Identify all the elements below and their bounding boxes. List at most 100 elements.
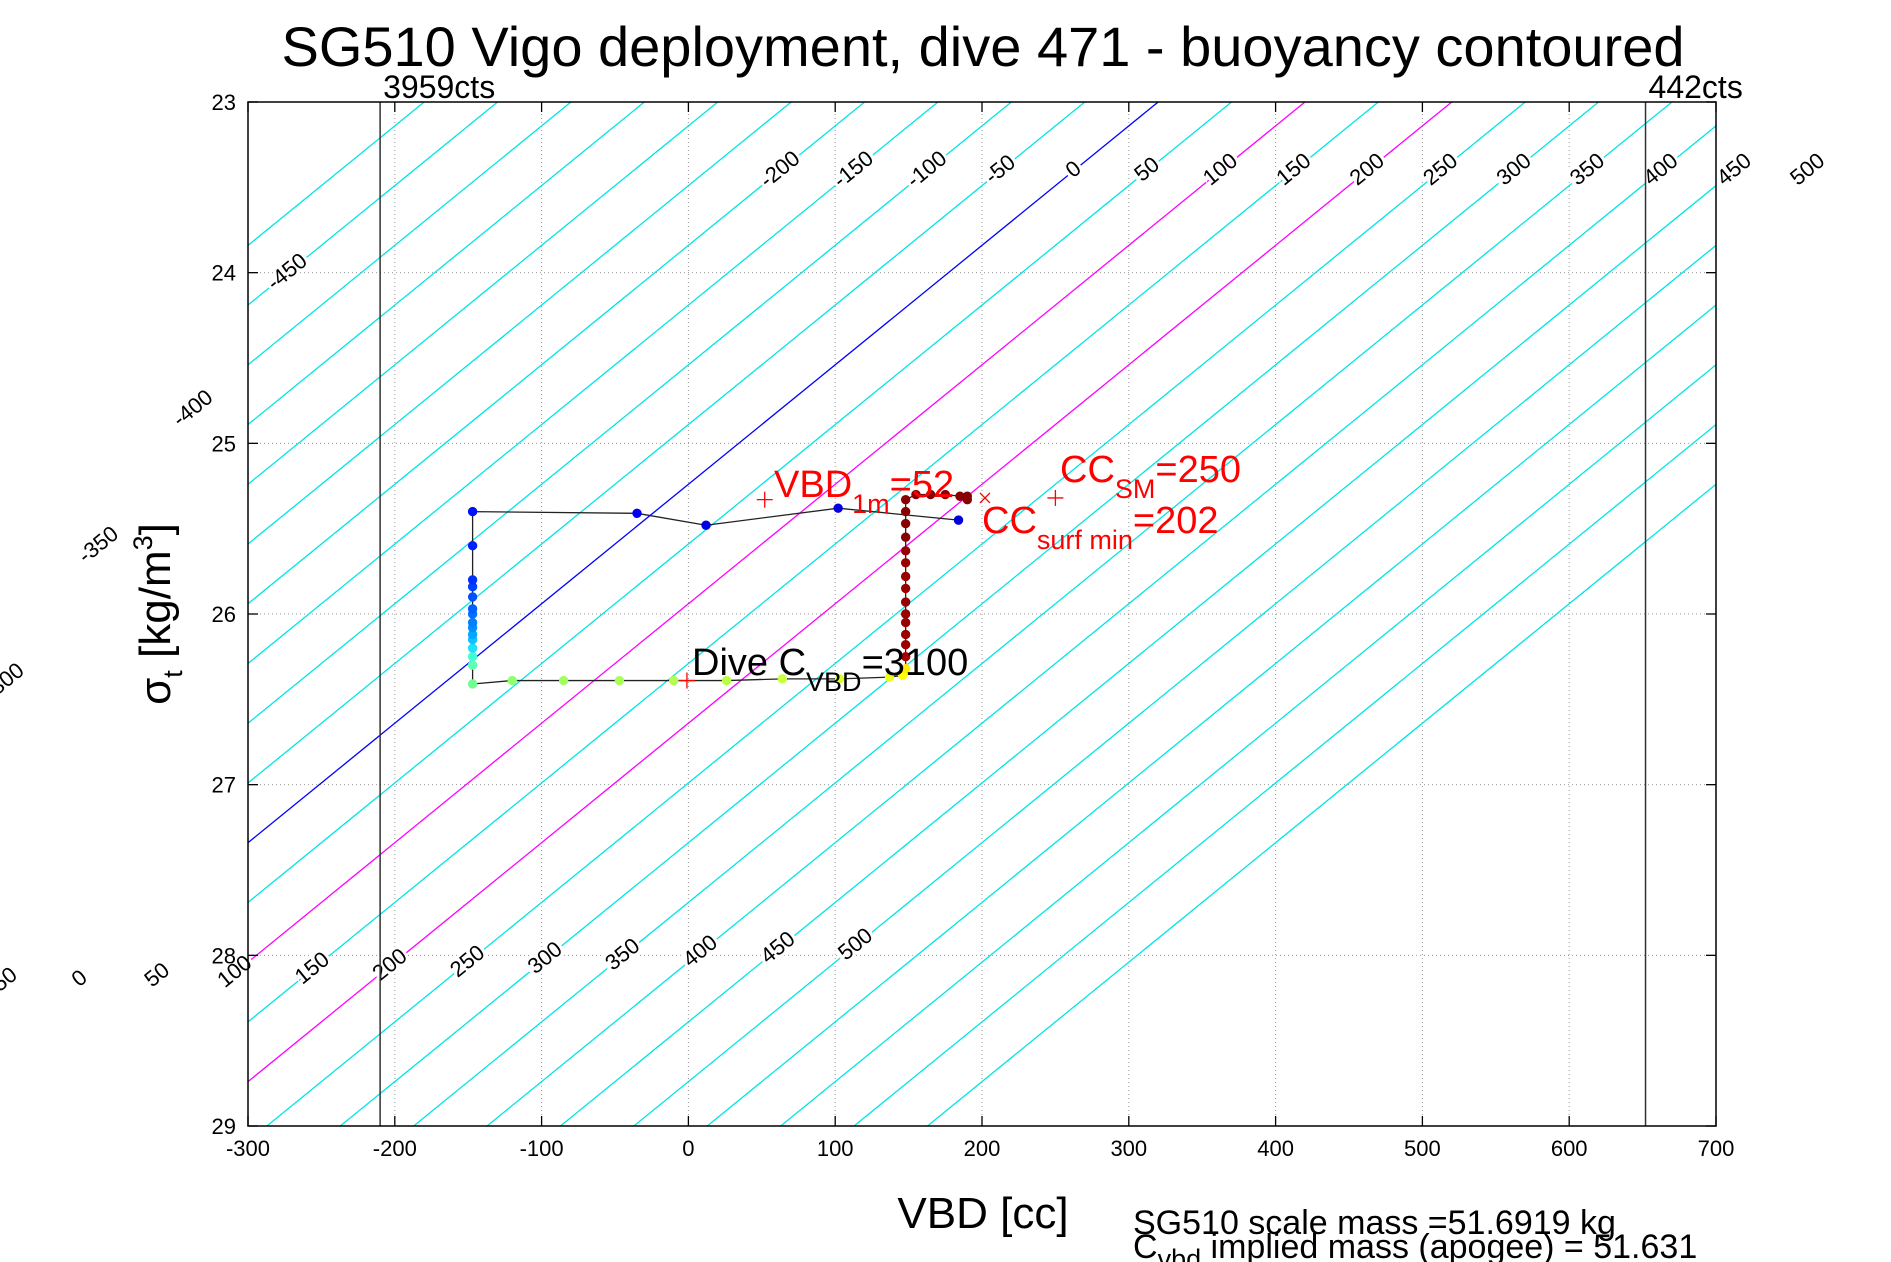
- dive-point: [467, 604, 478, 614]
- contour-line: [266, 102, 1526, 1126]
- dive-point: [701, 520, 711, 530]
- contour-label-left: -400: [167, 384, 217, 431]
- dive-point: [900, 609, 911, 619]
- dive-point: [900, 571, 911, 582]
- dive-point: [900, 532, 911, 542]
- contour-line: [413, 102, 1673, 1126]
- contour-line: [560, 184, 1716, 1126]
- x-tick-label: 400: [1257, 1136, 1294, 1161]
- dive-point: [558, 675, 569, 686]
- x-tick-label: 0: [682, 1136, 694, 1161]
- dive-point: [467, 660, 478, 670]
- dive-point: [614, 675, 625, 686]
- count-label: 442cts: [1649, 69, 1743, 105]
- dive-point: [900, 518, 911, 529]
- contour-line: [248, 102, 1379, 1023]
- dive-point: [925, 489, 936, 500]
- dive-points: [467, 489, 973, 689]
- y-tick-label: 24: [212, 261, 236, 286]
- chart-title: SG510 Vigo deployment, dive 471 - buoyan…: [281, 15, 1684, 78]
- contour-line: [248, 102, 498, 306]
- contour-line: [853, 423, 1716, 1126]
- vbd-1m-annotation: VBD1m=52: [774, 464, 954, 519]
- y-tick-label: 27: [212, 773, 236, 798]
- x-axis-label: VBD [cc]: [897, 1189, 1068, 1238]
- dive-point: [900, 640, 911, 650]
- contour-line: [927, 483, 1716, 1126]
- dive-point: [632, 508, 642, 519]
- dive-point: [900, 583, 911, 594]
- dive-point: [467, 643, 478, 653]
- y-tick-label: 26: [212, 602, 236, 627]
- contour-line: [248, 102, 572, 366]
- dive-point: [911, 489, 921, 500]
- contour-labels: -200 -150 -100 -50 0 50 100 150 200 250 300 350 400 4…: [0, 142, 1832, 1004]
- y-tick-label: 23: [212, 90, 236, 115]
- y-tick-label: 29: [212, 1114, 236, 1139]
- x-tick-label: 200: [964, 1136, 1001, 1161]
- scale-mass-footer: SG510 scale mass =51.6919 kg: [1133, 1204, 1616, 1242]
- contour-lines: [248, 102, 1716, 1126]
- contour-line: [248, 102, 865, 605]
- contour-line: [633, 244, 1716, 1126]
- contour-label-left: -350: [73, 521, 123, 568]
- contour-label-bottom: -50: [0, 962, 22, 1001]
- dive-point: [777, 674, 788, 684]
- dive-point: [900, 494, 911, 505]
- count-lines: 3959cts 442cts: [379, 69, 1743, 1126]
- dive-point: [900, 546, 911, 556]
- contour-line: [248, 102, 1232, 904]
- x-tick-label: -300: [226, 1136, 270, 1161]
- x-tick-label: 300: [1110, 1136, 1147, 1161]
- x-marker-b: [979, 492, 991, 504]
- dive-cvbd-annotation: Dive CVBD=3100: [692, 642, 968, 697]
- dive-point: [467, 592, 478, 602]
- contour-line: [248, 102, 1086, 784]
- dive-point: [467, 679, 478, 689]
- x-tick-label: 500: [1404, 1136, 1441, 1161]
- count-label: 3959cts: [383, 69, 495, 105]
- dive-point: [467, 506, 478, 517]
- dive-point: [884, 672, 895, 682]
- contour-line: [248, 102, 645, 426]
- contour-line: [486, 125, 1716, 1126]
- dive-point: [467, 575, 478, 585]
- contour-label-left: -300: [0, 657, 29, 704]
- cc-sm-annotation: CCSM=250: [1060, 449, 1241, 504]
- dive-point: [900, 629, 911, 640]
- contour-label-bottom: 0: [67, 964, 92, 991]
- contour-line: [248, 102, 939, 665]
- dive-point: [900, 597, 911, 607]
- x-tick-label: -100: [520, 1136, 564, 1161]
- dive-point: [833, 503, 843, 513]
- dive-point: [900, 663, 911, 674]
- dive-point: [900, 617, 911, 628]
- axis-ticks: -300 -200 -100 0 100 200 300 400 500 600 700 23 24 25…: [212, 90, 1735, 1161]
- dive-point: [467, 617, 478, 628]
- y-axis-label: σt [kg/m3]: [128, 523, 188, 705]
- dive-point: [467, 651, 478, 662]
- dive-point: [953, 515, 964, 525]
- dive-point: [834, 674, 845, 684]
- contour-label-top: 500: [1785, 148, 1829, 191]
- contour-line: [780, 363, 1716, 1126]
- contour-line: [248, 102, 1012, 725]
- dive-point: [900, 506, 911, 517]
- contour-line: [706, 304, 1716, 1126]
- x-tick-label: 100: [817, 1136, 854, 1161]
- contour-line: [248, 102, 1159, 844]
- grid-layer: [248, 102, 1716, 1126]
- cc-surf-min-annotation: CCsurf min=202: [982, 500, 1219, 555]
- dive-point: [507, 675, 517, 686]
- contour-line: [339, 102, 1599, 1126]
- contour-line: [248, 102, 719, 486]
- x-tick-label: 700: [1698, 1136, 1735, 1161]
- contour-label-top: 450: [1712, 148, 1756, 191]
- contour-line: [248, 102, 792, 545]
- contour-label-bottom: 50: [139, 957, 174, 992]
- dive-point: [467, 541, 478, 551]
- y-tick-label: 28: [212, 943, 236, 968]
- implied-mass-footer: Cvbd implied mass (apogee) = 51.631: [1133, 1228, 1697, 1262]
- y-axis-label-text: σt [kg/m3]: [128, 523, 188, 705]
